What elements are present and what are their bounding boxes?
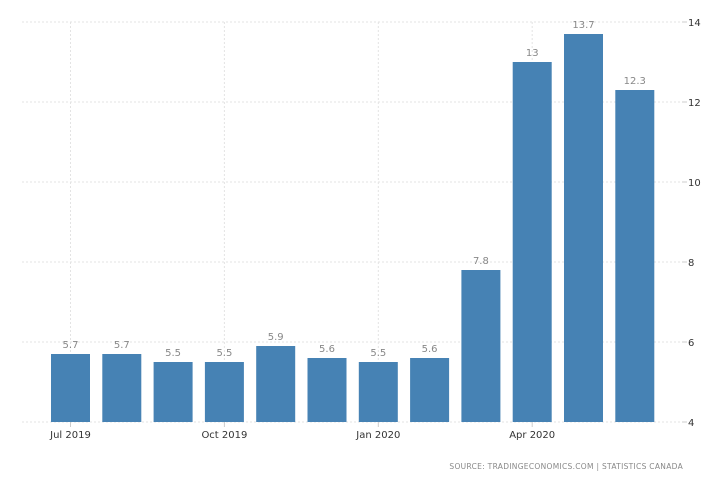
- bar-apr-2020[interactable]: [512, 62, 552, 422]
- data-label: 5.5: [165, 348, 181, 359]
- data-label: 5.6: [319, 344, 335, 355]
- y-tick-label: 14: [688, 18, 701, 29]
- bar-feb-2020[interactable]: [410, 358, 450, 422]
- bar-jun-2020[interactable]: [615, 90, 655, 422]
- bar-aug-2019[interactable]: [102, 354, 142, 422]
- y-tick-label: 4: [688, 418, 694, 429]
- bar-nov-2019[interactable]: [256, 346, 296, 422]
- data-label: 5.6: [422, 344, 438, 355]
- data-label: 13: [526, 48, 539, 59]
- bar-oct-2019[interactable]: [204, 362, 244, 422]
- data-label: 5.5: [216, 348, 232, 359]
- bar-jul-2019[interactable]: [51, 354, 90, 422]
- data-label: 13.7: [572, 20, 594, 31]
- bar-dec-2019[interactable]: [307, 358, 347, 422]
- data-label: 5.9: [268, 332, 284, 343]
- data-label: 12.3: [624, 76, 646, 87]
- x-tick-label: Jan 2020: [355, 430, 400, 441]
- x-tick-label: Jul 2019: [49, 430, 91, 441]
- data-label: 7.8: [473, 256, 489, 267]
- data-label: 5.5: [370, 348, 386, 359]
- data-label: 5.7: [114, 340, 130, 351]
- bar-sep-2019[interactable]: [153, 362, 193, 422]
- x-tick-label: Oct 2019: [201, 430, 247, 441]
- bar-may-2020[interactable]: [564, 34, 603, 422]
- bar-mar-2020[interactable]: [461, 270, 501, 422]
- y-tick-label: 12: [688, 98, 701, 109]
- y-tick-label: 10: [688, 178, 701, 189]
- y-tick-label: 6: [688, 338, 694, 349]
- x-tick-label: Apr 2020: [509, 430, 555, 441]
- data-label: 5.7: [63, 340, 79, 351]
- bar-jan-2020[interactable]: [358, 362, 398, 422]
- y-tick-label: 8: [688, 258, 694, 269]
- source-note: SOURCE: TRADINGECONOMICS.COM | STATISTIC…: [449, 462, 683, 471]
